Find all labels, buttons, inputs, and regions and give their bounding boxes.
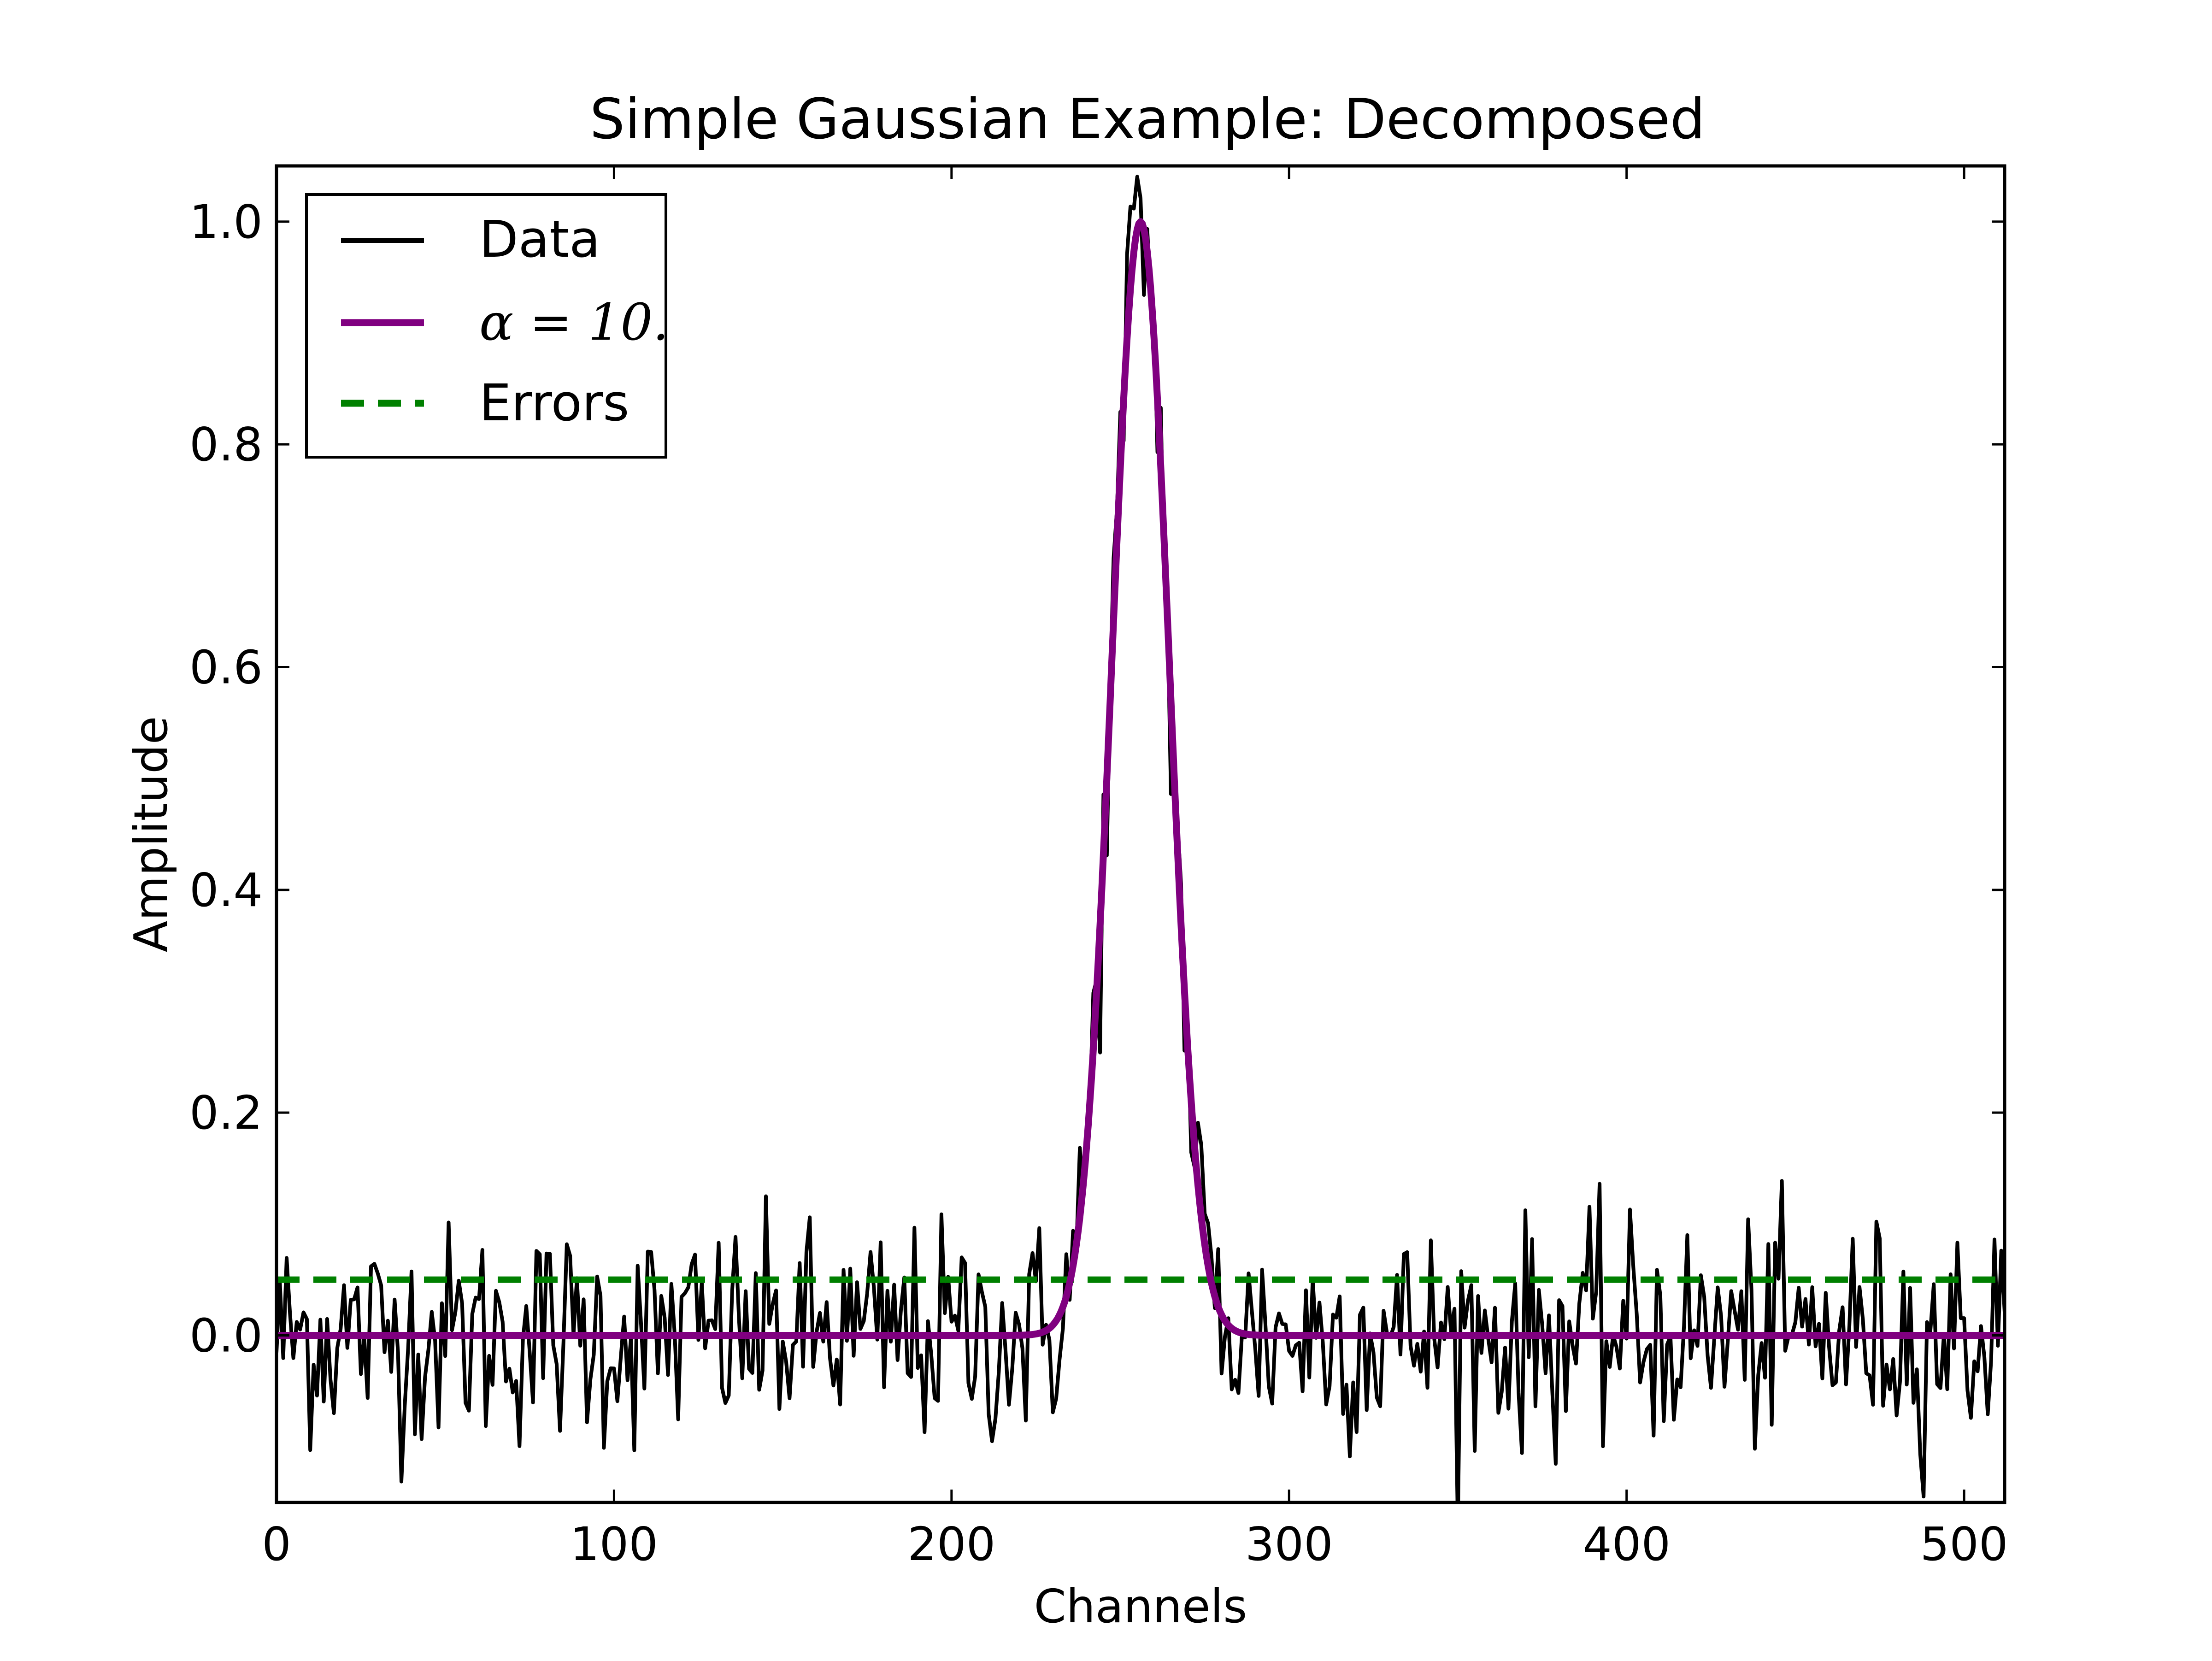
alpha-series-line xyxy=(276,218,2005,1339)
x-axis-label: Channels xyxy=(1034,1579,1247,1633)
x-axis: 0 100 200 300 400 500 xyxy=(262,166,2008,1571)
legend-label-data: Data xyxy=(479,210,600,269)
x-tick-label: 500 xyxy=(1920,1517,2008,1571)
y-axis-label: Amplitude xyxy=(124,716,178,952)
y-tick-label: 0.6 xyxy=(189,641,263,695)
y-tick-label: 0.4 xyxy=(189,863,263,917)
legend-label-alpha: α = 10. xyxy=(479,293,669,352)
axes-frame xyxy=(275,164,2006,1504)
data-series-line xyxy=(276,175,2005,1502)
y-axis: 0.0 0.2 0.4 0.6 0.8 1.0 xyxy=(189,195,2005,1363)
chart-title: Simple Gaussian Example: Decomposed xyxy=(590,88,1705,152)
x-tick-label: 300 xyxy=(1245,1517,1333,1571)
x-tick-label: 100 xyxy=(570,1517,658,1571)
plot-area xyxy=(276,175,2005,1502)
x-tick-label: 200 xyxy=(907,1517,995,1571)
y-tick-label: 0.0 xyxy=(189,1309,263,1363)
y-tick-label: 0.2 xyxy=(189,1086,263,1140)
x-tick-label: 0 xyxy=(262,1517,291,1571)
y-tick-label: 0.8 xyxy=(189,418,263,471)
y-tick-label: 1.0 xyxy=(189,195,263,249)
x-tick-label: 400 xyxy=(1583,1517,1671,1571)
legend: Data α = 10. Errors xyxy=(305,193,669,459)
legend-label-errors: Errors xyxy=(479,373,629,432)
